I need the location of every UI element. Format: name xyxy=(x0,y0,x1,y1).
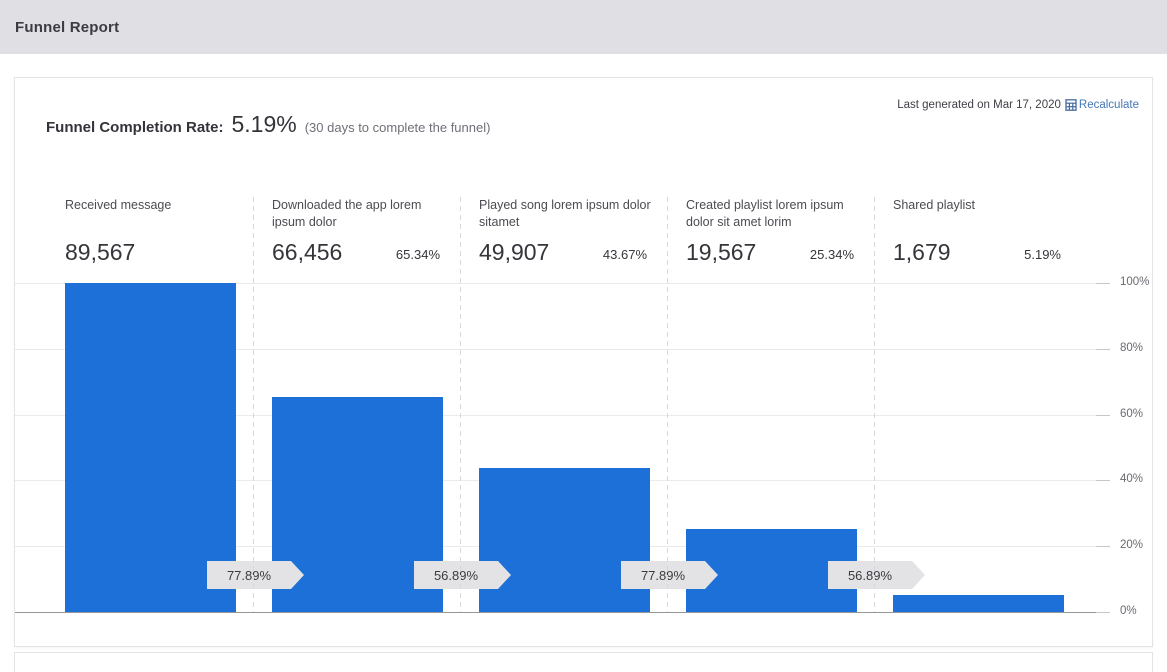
stage-column: Received message 89,567 xyxy=(65,197,255,264)
stage-column: Played song lorem ipsum dolor sitamet 49,… xyxy=(479,197,669,264)
gridline xyxy=(15,415,1110,416)
conversion-badge-arrow-icon xyxy=(498,561,511,589)
funnel-bar xyxy=(65,283,236,612)
last-generated-text: Last generated on Mar 17, 2020 xyxy=(897,99,1061,111)
gridline xyxy=(15,612,1110,613)
stage-count: 66,456 xyxy=(272,239,343,265)
stage-column: Shared playlist 1,679 5.19% xyxy=(893,197,1083,264)
completion-rate-value: 5.19% xyxy=(231,111,297,137)
stage-percent: 43.67% xyxy=(602,247,647,263)
funnel-report-card: Last generated on Mar 17, 2020 Recalcula… xyxy=(14,77,1153,647)
stage-count: 1,679 xyxy=(893,239,951,265)
y-axis-tick xyxy=(1096,283,1110,284)
stage-count: 89,567 xyxy=(65,239,136,265)
gridline xyxy=(15,283,1110,284)
stage-value-row: 1,679 5.19% xyxy=(893,241,1061,264)
funnel-bar xyxy=(893,594,1064,612)
stage-value-row: 19,567 25.34% xyxy=(686,241,854,264)
conversion-badge-value: 77.89% xyxy=(621,561,705,589)
stage-divider xyxy=(253,197,254,612)
stage-label: Downloaded the app lorem ipsum dolor xyxy=(272,198,422,229)
y-axis-label: 20% xyxy=(1120,539,1144,551)
funnel-chart: 100% 80% 60% 40% 20% 0% 77.89% 56.89% 77.89% 56.8… xyxy=(15,78,1154,648)
y-axis-tick xyxy=(1096,546,1110,547)
y-axis-label: 100% xyxy=(1120,276,1150,288)
top-header-bar: Funnel Report xyxy=(0,0,1167,54)
y-axis-label: 0% xyxy=(1120,605,1137,617)
y-axis-label: 80% xyxy=(1120,342,1144,354)
conversion-badge: 56.89% xyxy=(828,561,925,589)
conversion-badge-arrow-icon xyxy=(291,561,304,589)
conversion-badge-arrow-icon xyxy=(912,561,925,589)
bar-chart-plot-area: 100% 80% 60% 40% 20% 0% 77.89% 56.89% 77.89% 56.8… xyxy=(15,276,1149,617)
stage-divider xyxy=(460,197,461,612)
completion-rate-label: Funnel Completion Rate: xyxy=(46,119,224,136)
stage-label: Shared playlist xyxy=(893,198,975,212)
stage-percent: 65.34% xyxy=(395,247,440,263)
conversion-badge-value: 56.89% xyxy=(828,561,912,589)
stage-value-row: 49,907 43.67% xyxy=(479,241,647,264)
conversion-badge: 77.89% xyxy=(207,561,304,589)
stage-column: Downloaded the app lorem ipsum dolor 66,4… xyxy=(272,197,462,264)
stage-label: Received message xyxy=(65,198,172,212)
stage-column: Created playlist lorem ipsum dolor sit a… xyxy=(686,197,876,264)
y-axis-tick xyxy=(1096,612,1110,613)
stage-label: Created playlist lorem ipsum dolor sit a… xyxy=(686,198,844,229)
stage-value-row: 66,456 65.34% xyxy=(272,241,440,264)
gridline xyxy=(15,349,1110,350)
recalculate-label: Recalculate xyxy=(1078,99,1139,111)
stage-count: 19,567 xyxy=(686,239,757,265)
funnel-bar xyxy=(479,468,650,612)
stage-percent: 25.34% xyxy=(809,247,854,263)
completion-rate-note: (30 days to complete the funnel) xyxy=(304,120,491,135)
last-generated-row: Last generated on Mar 17, 2020 Recalcula… xyxy=(897,99,1139,111)
conversion-badge: 56.89% xyxy=(414,561,511,589)
y-axis-tick xyxy=(1096,480,1110,481)
y-axis-label: 60% xyxy=(1120,408,1144,420)
next-section-card xyxy=(14,652,1153,672)
conversion-badge-value: 56.89% xyxy=(414,561,498,589)
conversion-badge-arrow-icon xyxy=(705,561,718,589)
stage-label: Played song lorem ipsum dolor sitamet xyxy=(479,198,651,229)
page-title: Funnel Report xyxy=(15,18,120,36)
y-axis-tick xyxy=(1096,349,1110,350)
calculator-icon xyxy=(1065,99,1077,111)
y-axis-label: 40% xyxy=(1120,473,1144,485)
stage-divider xyxy=(667,197,668,612)
y-axis-tick xyxy=(1096,415,1110,416)
conversion-badge-value: 77.89% xyxy=(207,561,291,589)
stage-percent: 5.19% xyxy=(1024,247,1061,263)
stage-count: 49,907 xyxy=(479,239,550,265)
completion-rate-row: Funnel Completion Rate: 5.19% (30 days t… xyxy=(46,111,490,138)
stage-value-row: 89,567 xyxy=(65,241,233,264)
recalculate-button[interactable]: Recalculate xyxy=(1065,99,1139,111)
stage-divider xyxy=(874,197,875,612)
conversion-badge: 77.89% xyxy=(621,561,718,589)
